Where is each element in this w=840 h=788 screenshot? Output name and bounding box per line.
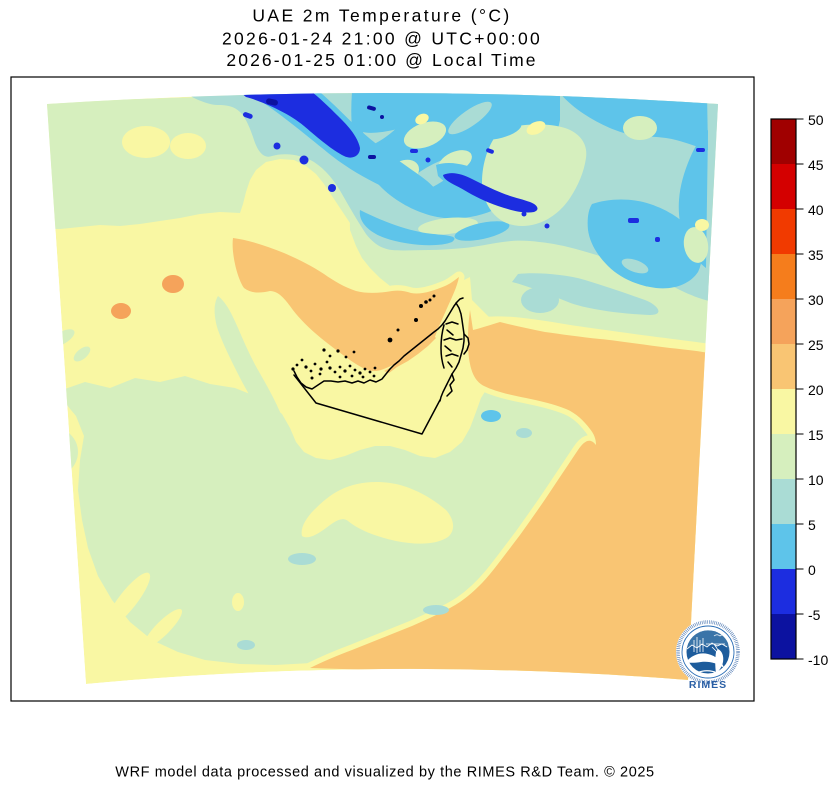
svg-text:RIMES: RIMES (689, 679, 727, 691)
svg-text:0: 0 (808, 562, 816, 578)
svg-text:25: 25 (808, 337, 824, 353)
svg-text:-5: -5 (808, 607, 821, 623)
svg-text:10: 10 (808, 472, 824, 488)
svg-text:UAE 2m Temperature (°C): UAE 2m Temperature (°C) (252, 6, 511, 26)
svg-text:WRF model data processed and v: WRF model data processed and visualized … (115, 765, 654, 781)
svg-text:20: 20 (808, 382, 824, 398)
svg-text:5: 5 (808, 517, 816, 533)
svg-text:30: 30 (808, 292, 824, 308)
svg-text:2026-01-25 01:00 @ Local Time: 2026-01-25 01:00 @ Local Time (226, 50, 537, 70)
svg-text:45: 45 (808, 157, 824, 173)
svg-text:15: 15 (808, 427, 824, 443)
svg-text:-10: -10 (808, 652, 828, 668)
svg-text:2026-01-24 21:00 @ UTC+00:00: 2026-01-24 21:00 @ UTC+00:00 (222, 29, 542, 49)
svg-text:35: 35 (808, 247, 824, 263)
svg-text:50: 50 (808, 112, 824, 128)
svg-text:40: 40 (808, 202, 824, 218)
